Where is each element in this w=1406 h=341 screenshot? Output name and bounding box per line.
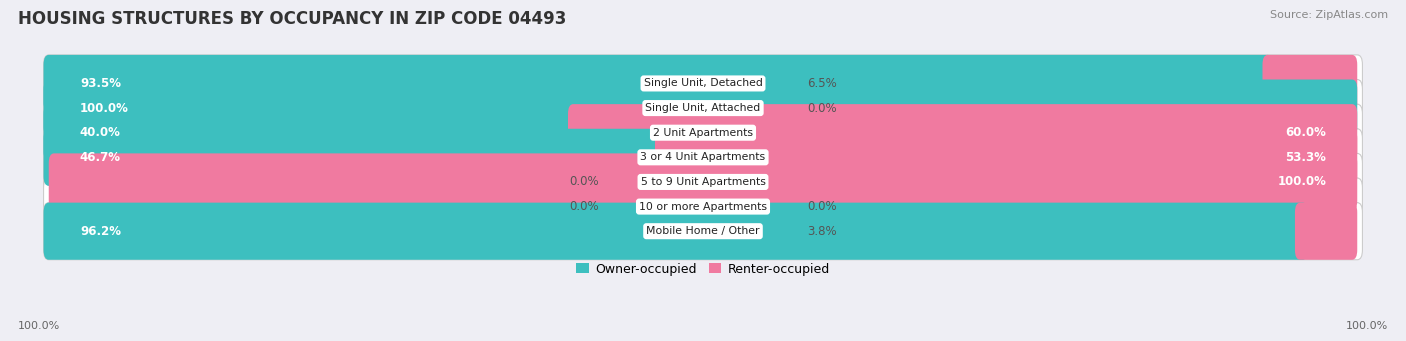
Text: 100.0%: 100.0% xyxy=(1277,176,1326,189)
Text: HOUSING STRUCTURES BY OCCUPANCY IN ZIP CODE 04493: HOUSING STRUCTURES BY OCCUPANCY IN ZIP C… xyxy=(18,10,567,28)
FancyBboxPatch shape xyxy=(44,104,1362,161)
FancyBboxPatch shape xyxy=(44,79,1357,137)
Text: 100.0%: 100.0% xyxy=(18,321,60,331)
Text: Mobile Home / Other: Mobile Home / Other xyxy=(647,226,759,236)
Text: 3 or 4 Unit Apartments: 3 or 4 Unit Apartments xyxy=(641,152,765,162)
FancyBboxPatch shape xyxy=(44,55,1362,112)
FancyBboxPatch shape xyxy=(44,153,1362,210)
FancyBboxPatch shape xyxy=(655,129,1357,186)
Text: 53.3%: 53.3% xyxy=(1285,151,1326,164)
Text: 100.0%: 100.0% xyxy=(80,102,129,115)
FancyBboxPatch shape xyxy=(44,178,1362,235)
FancyBboxPatch shape xyxy=(1295,203,1357,260)
FancyBboxPatch shape xyxy=(44,203,1362,260)
FancyBboxPatch shape xyxy=(44,55,1272,112)
Text: 0.0%: 0.0% xyxy=(569,200,599,213)
FancyBboxPatch shape xyxy=(44,129,665,186)
Text: Single Unit, Attached: Single Unit, Attached xyxy=(645,103,761,113)
FancyBboxPatch shape xyxy=(44,104,578,161)
Text: 100.0%: 100.0% xyxy=(1346,321,1388,331)
Text: 0.0%: 0.0% xyxy=(807,102,837,115)
Legend: Owner-occupied, Renter-occupied: Owner-occupied, Renter-occupied xyxy=(571,257,835,281)
Text: 10 or more Apartments: 10 or more Apartments xyxy=(638,202,768,211)
FancyBboxPatch shape xyxy=(49,153,1357,210)
Text: 6.5%: 6.5% xyxy=(807,77,837,90)
Text: 0.0%: 0.0% xyxy=(569,176,599,189)
Text: 96.2%: 96.2% xyxy=(80,225,121,238)
Text: 40.0%: 40.0% xyxy=(80,126,121,139)
Text: 2 Unit Apartments: 2 Unit Apartments xyxy=(652,128,754,138)
FancyBboxPatch shape xyxy=(44,203,1308,260)
Text: 3.8%: 3.8% xyxy=(807,225,837,238)
FancyBboxPatch shape xyxy=(568,104,1357,161)
Text: 93.5%: 93.5% xyxy=(80,77,121,90)
FancyBboxPatch shape xyxy=(1263,55,1357,112)
Text: Single Unit, Detached: Single Unit, Detached xyxy=(644,78,762,88)
Text: 46.7%: 46.7% xyxy=(80,151,121,164)
FancyBboxPatch shape xyxy=(44,79,1362,137)
FancyBboxPatch shape xyxy=(44,129,1362,186)
Text: 5 to 9 Unit Apartments: 5 to 9 Unit Apartments xyxy=(641,177,765,187)
Text: 0.0%: 0.0% xyxy=(807,200,837,213)
Text: Source: ZipAtlas.com: Source: ZipAtlas.com xyxy=(1270,10,1388,20)
Text: 60.0%: 60.0% xyxy=(1285,126,1326,139)
